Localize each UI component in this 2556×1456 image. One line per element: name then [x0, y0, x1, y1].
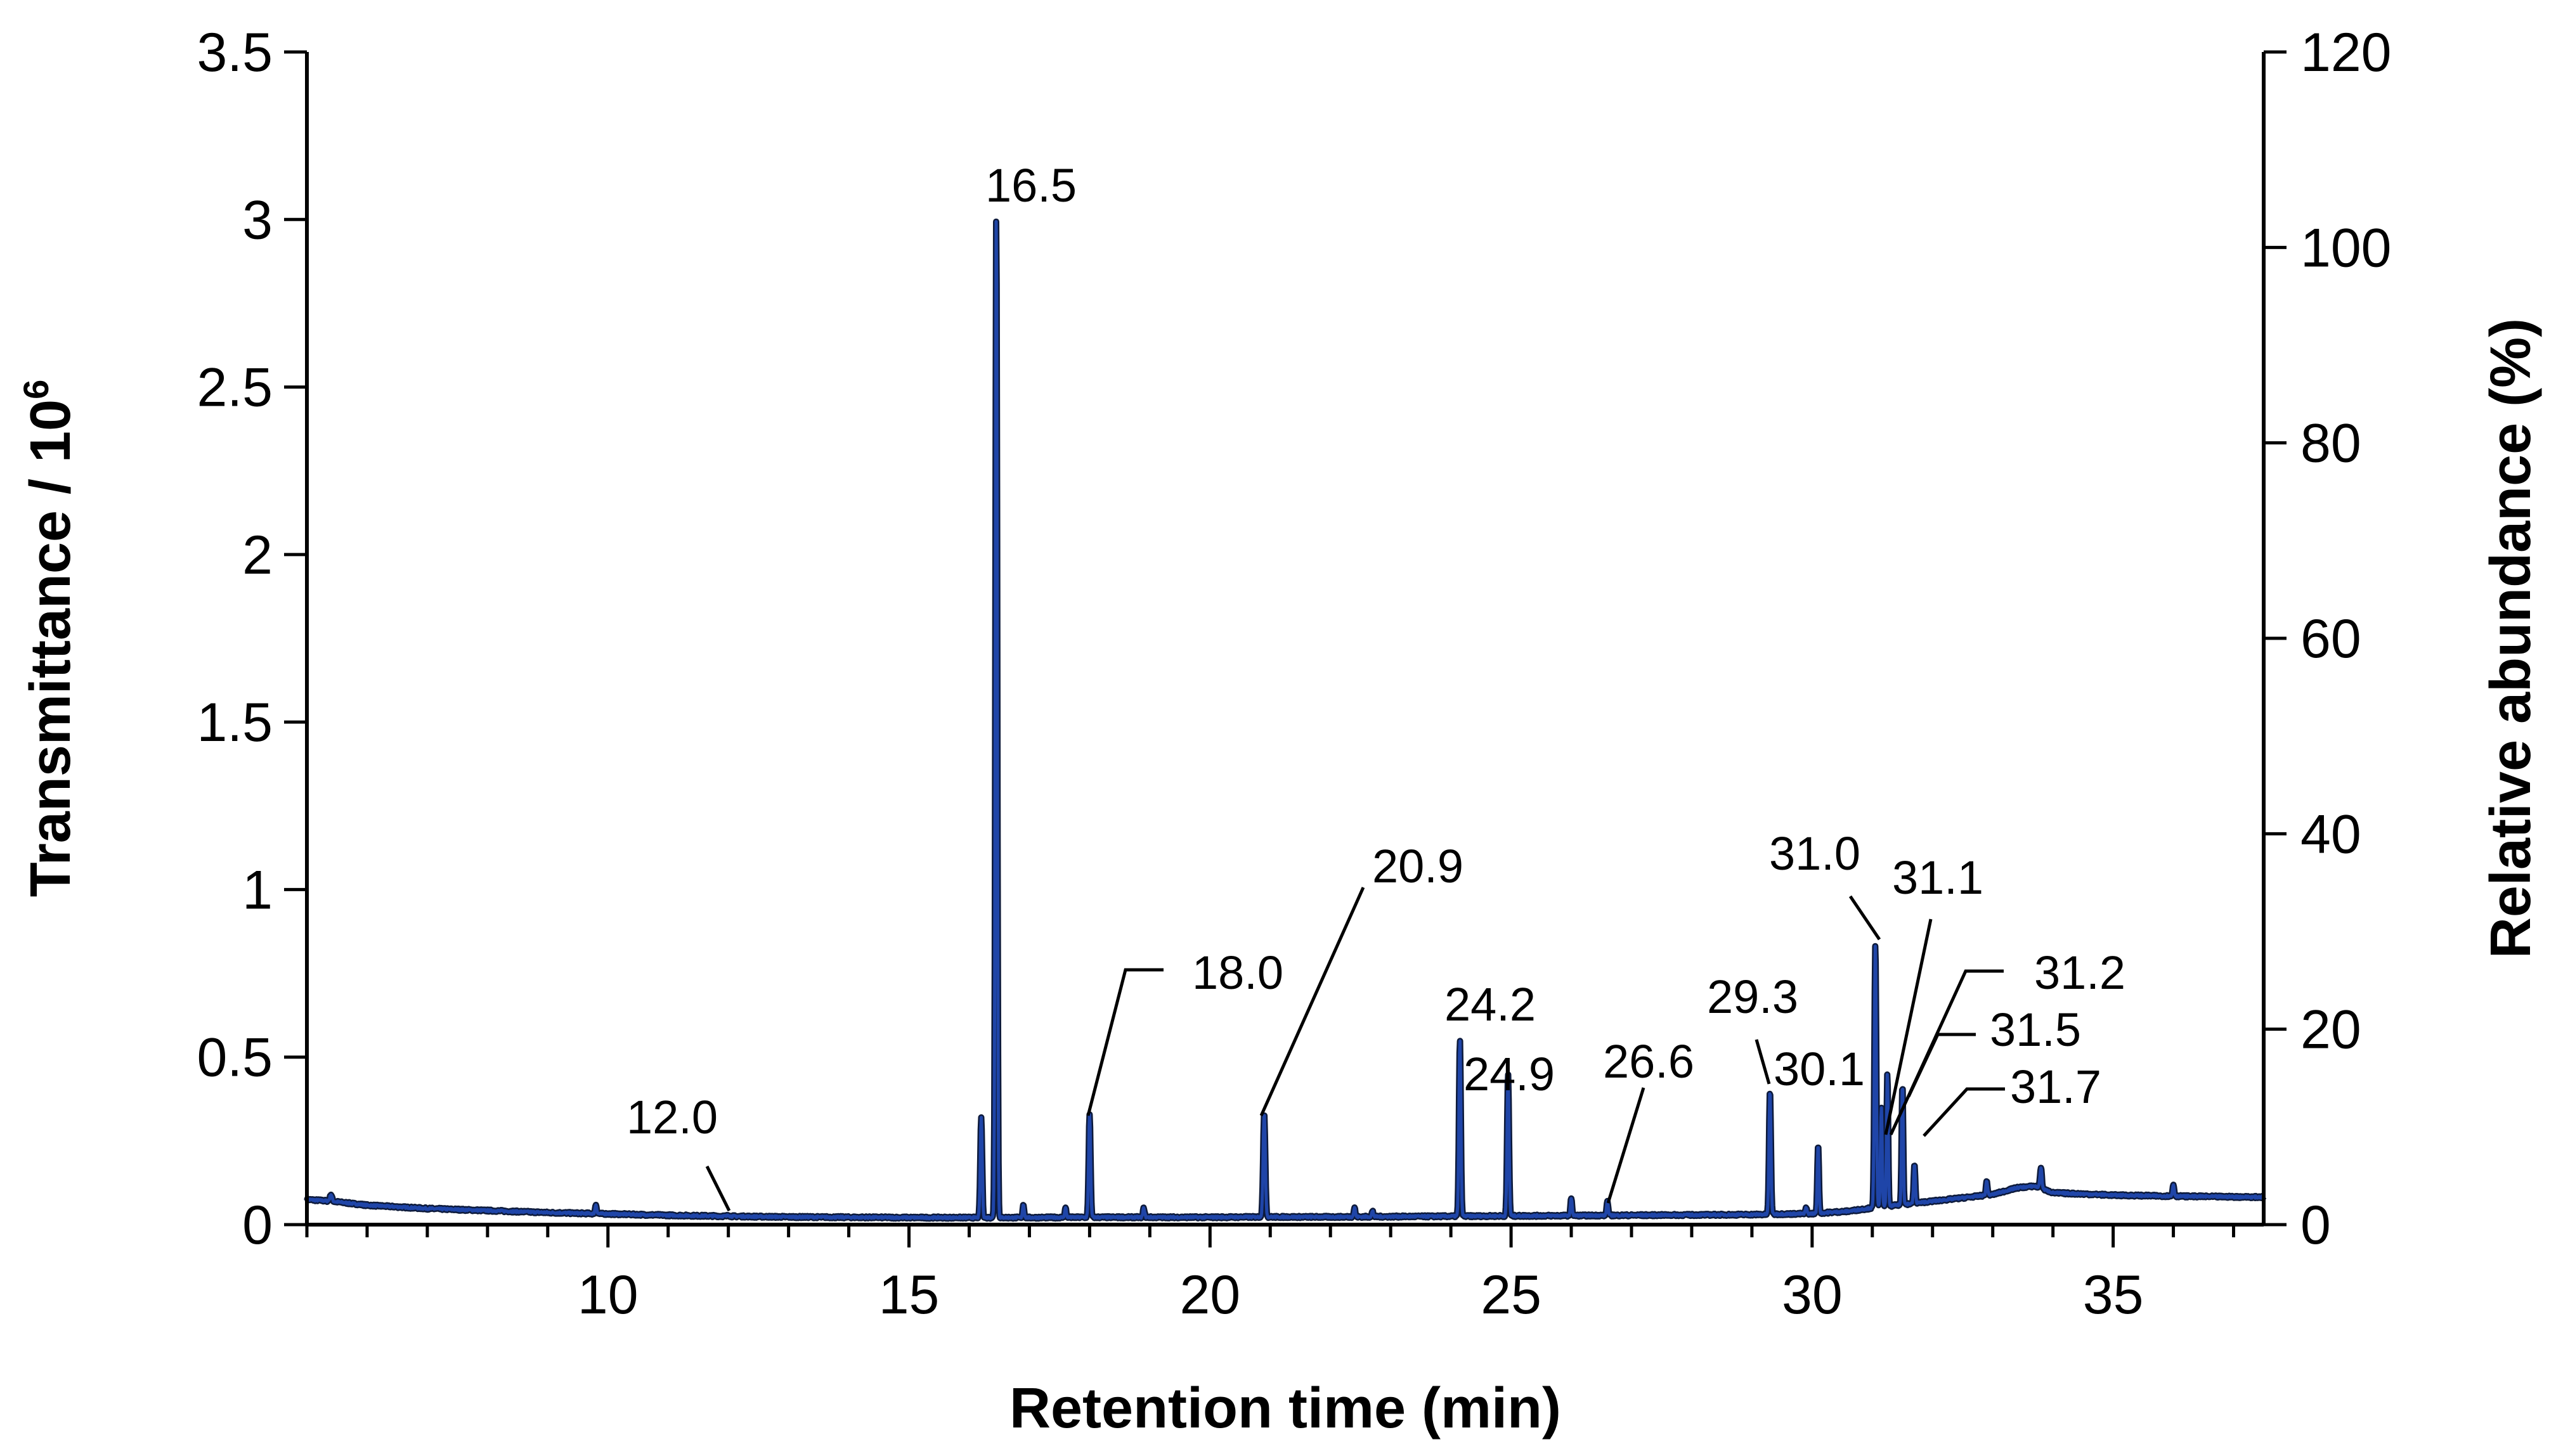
y-left-tick-label: 0 — [242, 1195, 273, 1256]
peak-label: 24.2 — [1444, 978, 1536, 1031]
axes-layer: 10 15 20 25 30 35 0 0.5 1 1.5 2 2.5 3 3.5 0 20 40 60 80 100… — [197, 22, 2391, 1325]
peak-label: 24.9 — [1463, 1048, 1555, 1100]
axis-titles: Retention time (min) Transmittance / 106… — [16, 318, 2543, 1440]
peak-label: 16.5 — [985, 159, 1077, 212]
y-right-tick-label: 40 — [2300, 804, 2361, 865]
peak-leader-line — [1923, 1087, 2005, 1137]
y-right-tick-label: 80 — [2300, 413, 2361, 474]
chromatogram-trace — [305, 220, 2265, 1220]
peak-label: 31.0 — [1769, 827, 1860, 880]
peak-leader-line — [1606, 1087, 1645, 1204]
y-right-tick-label: 20 — [2300, 1000, 2361, 1060]
y-left-tick-label: 3.5 — [197, 22, 273, 83]
x-axis-title: Retention time (min) — [1009, 1377, 1561, 1440]
y-left-tick-label: 1.5 — [197, 692, 273, 753]
y-left-tick-label: 1 — [242, 860, 273, 920]
peak-leader-line — [1907, 1033, 1976, 1098]
x-tick-label: 10 — [578, 1265, 639, 1325]
x-tick-label: 20 — [1179, 1265, 1240, 1325]
peak-leader-line — [1086, 968, 1164, 1116]
peak-label: 31.7 — [2010, 1060, 2101, 1113]
peak-label: 26.6 — [1603, 1035, 1694, 1088]
x-tick-label: 15 — [879, 1265, 940, 1325]
peak-label: 31.1 — [1892, 851, 1983, 904]
peak-label: 31.5 — [1990, 1003, 2081, 1056]
peak-label: 12.0 — [626, 1091, 718, 1144]
y-right-tick-label: 100 — [2300, 217, 2392, 278]
peak-label: 20.9 — [1372, 840, 1463, 892]
y-axis-left-title: Transmittance / 106 — [16, 380, 82, 898]
y-axis-right-title: Relative abundance (%) — [2479, 318, 2543, 958]
trace-layer — [304, 218, 2267, 1222]
x-tick-label: 30 — [1782, 1265, 1843, 1325]
x-tick-label: 25 — [1481, 1265, 1541, 1325]
y-right-tick-label: 60 — [2300, 609, 2361, 669]
y-axis-left-title-exponent: 6 — [16, 380, 56, 399]
peak-leader-line — [705, 1165, 731, 1212]
y-left-tick-label: 2.5 — [197, 358, 273, 418]
y-left-tick-label: 2 — [242, 525, 273, 586]
peak-label: 31.2 — [2034, 946, 2125, 999]
peak-label: 30.1 — [1774, 1043, 1865, 1095]
y-left-tick-label: 0.5 — [197, 1028, 273, 1088]
y-axis-left-title-text: Transmittance / 10 — [19, 399, 82, 897]
peak-leader-line — [1884, 918, 1933, 1135]
peak-label: 18.0 — [1192, 946, 1283, 999]
peak-label: 29.3 — [1707, 970, 1798, 1023]
y-right-tick-label: 0 — [2300, 1195, 2331, 1256]
peak-leader-line — [1848, 895, 1881, 941]
peak-leader-line — [1755, 1039, 1771, 1085]
peak-leader-line — [1259, 886, 1365, 1117]
x-tick-label: 35 — [2083, 1265, 2144, 1325]
chromatogram-trace-outline — [304, 218, 2267, 1222]
y-left-tick-label: 3 — [242, 190, 273, 250]
y-right-tick-label: 120 — [2300, 22, 2392, 83]
annotation-layer: 12.0 16.5 18.0 20.9 24.2 24.9 26.629.3 30.1 31.0… — [626, 159, 2125, 1212]
